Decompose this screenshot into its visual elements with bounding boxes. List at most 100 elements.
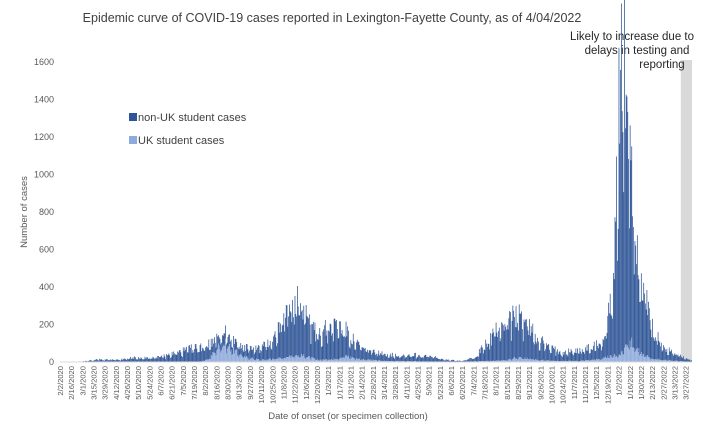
bar-non-uk [415,352,416,362]
annotation-line-2: delays in testing and [585,45,690,57]
bar-non-uk [622,132,624,355]
bar-non-uk [568,348,570,361]
y-tick-label: 1600 [34,57,54,67]
bar-non-uk [314,322,316,359]
bar-non-uk [360,349,361,361]
bar-non-uk [376,356,378,362]
bar-uk [596,358,597,362]
bar-non-uk [349,348,351,359]
bar-non-uk [310,344,312,360]
bar-non-uk [673,354,675,362]
bar-non-uk [203,350,205,362]
bar-non-uk [431,356,432,362]
bar-non-uk [596,340,597,359]
bar-uk [248,359,250,362]
bar-non-uk [123,359,124,362]
bar-non-uk [653,338,655,360]
bar-non-uk [494,336,496,362]
bar-non-uk [220,344,222,353]
bar-uk [339,358,341,363]
x-tick-label: 4/11/2021 [402,366,411,399]
bar-non-uk [330,324,332,360]
bar-uk [514,358,516,362]
bar-non-uk [463,360,465,362]
bar-non-uk [130,356,131,362]
bar-non-uk [379,353,381,361]
bar-uk [569,360,571,362]
bar-uk [281,359,282,362]
bar-non-uk [644,303,646,357]
bar-non-uk [634,241,636,353]
bar-uk [287,357,289,363]
bar-uk [536,359,538,362]
bar-non-uk [650,329,652,360]
bar-uk [582,360,584,362]
bar-non-uk [305,305,307,358]
bar-non-uk [200,343,202,362]
bar-non-uk [332,333,333,360]
bar-uk [383,360,385,362]
bar-uk [304,359,306,362]
bar-non-uk [505,326,507,361]
bar-uk [249,359,251,362]
bar-non-uk [190,344,192,363]
bar-non-uk [624,0,625,348]
bar-non-uk [502,323,503,361]
x-tick-label: 8/30/2020 [224,366,233,400]
bar-non-uk [481,345,483,362]
bar-non-uk [630,160,632,347]
bar-non-uk [188,345,190,362]
bar-non-uk [610,314,612,356]
bar-non-uk [255,345,257,360]
x-tick-label: 2/28/2021 [369,366,378,400]
bar-non-uk [336,320,337,360]
bar-uk [642,353,644,362]
bar-uk [348,355,349,362]
bar-non-uk [466,359,468,362]
bar-uk [322,359,324,362]
bar-non-uk [528,335,530,359]
bar-non-uk [142,359,143,362]
bar-uk [362,359,364,363]
bar-uk [332,359,334,362]
bar-non-uk [422,357,424,362]
bar-non-uk [690,360,692,363]
bar-non-uk [155,357,157,362]
bar-non-uk [651,337,653,359]
bar-non-uk [374,352,376,361]
x-tick-label: 12/20/2020 [313,366,322,404]
bar-non-uk [198,352,200,362]
bar-uk [652,359,653,362]
bar-uk [670,360,672,362]
x-tick-label: 5/9/2021 [425,366,434,396]
bar-uk [617,356,619,362]
bar-non-uk [519,313,521,358]
bar-uk [257,359,258,362]
bar-non-uk [183,351,185,363]
bar-uk [649,358,651,362]
bar-non-uk [409,356,411,362]
bar-non-uk [516,327,518,359]
bar-uk [490,360,491,363]
bar-non-uk [106,359,108,362]
bar-non-uk [237,347,238,356]
bar-non-uk [110,359,112,363]
bar-uk [314,358,316,362]
bar-non-uk [636,264,637,350]
bar-uk [663,359,665,362]
bar-uk [609,358,610,362]
bar-non-uk [503,330,505,361]
bar-uk [291,355,293,363]
bar-non-uk [404,358,406,362]
bar-non-uk [445,359,447,362]
bar-non-uk [452,359,454,362]
bar-non-uk [229,334,230,344]
bar-non-uk [372,350,374,360]
bar-non-uk [111,360,112,363]
bar-non-uk [171,351,173,363]
bar-uk [534,360,535,363]
bar-non-uk [561,355,562,362]
bar-non-uk [451,360,453,362]
bar-non-uk [560,354,562,362]
bar-uk [253,359,254,362]
